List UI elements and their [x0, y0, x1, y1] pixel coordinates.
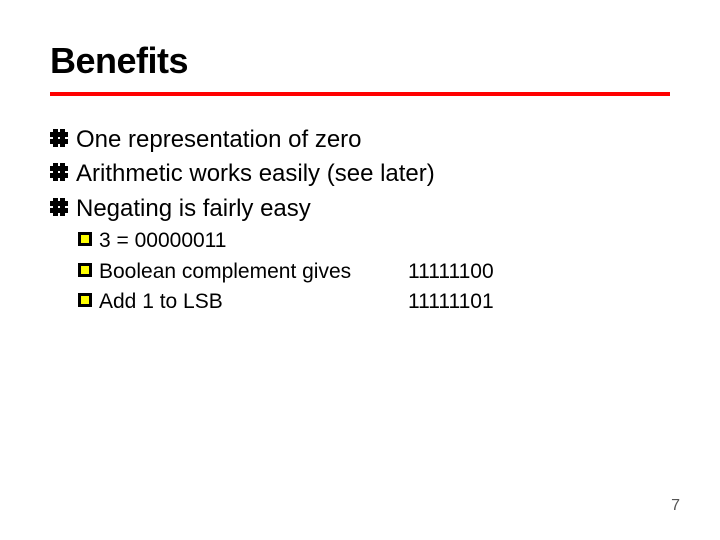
bullet-text: Boolean complement gives 11111100 — [99, 258, 670, 286]
bullet-lvl2: Boolean complement gives 11111100 — [78, 258, 670, 286]
square-icon — [78, 232, 92, 246]
bullet-text: Arithmetic works easily (see later) — [76, 158, 670, 190]
bullet-lvl1: Negating is fairly easy — [50, 193, 670, 225]
hash-icon — [50, 198, 68, 216]
bullet-list: One representation of zero Arithmetic wo… — [50, 124, 670, 316]
bullet-lvl1: Arithmetic works easily (see later) — [50, 158, 670, 190]
sub-label: Add 1 to LSB — [99, 288, 394, 316]
bullet-lvl2: Add 1 to LSB 11111101 — [78, 288, 670, 316]
square-icon — [78, 293, 92, 307]
hash-icon — [50, 129, 68, 147]
sub-label: Boolean complement gives — [99, 258, 394, 286]
bullet-text: Negating is fairly easy — [76, 193, 670, 225]
page-number: 7 — [671, 497, 680, 515]
bullet-text: Add 1 to LSB 11111101 — [99, 288, 670, 316]
slide-title: Benefits — [50, 40, 670, 82]
bullet-lvl2: 3 = 00000011 — [78, 227, 670, 255]
slide: Benefits One representation of zero Arit… — [0, 0, 720, 540]
bullet-lvl1: One representation of zero — [50, 124, 670, 156]
sub-label: 3 = 00000011 — [99, 227, 227, 255]
square-icon — [78, 263, 92, 277]
bullet-text: One representation of zero — [76, 124, 670, 156]
hash-icon — [50, 163, 68, 181]
title-underline — [50, 92, 670, 96]
binary-value: 11111100 — [408, 258, 494, 286]
binary-value: 11111101 — [408, 288, 494, 316]
bullet-text: 3 = 00000011 — [99, 227, 670, 255]
